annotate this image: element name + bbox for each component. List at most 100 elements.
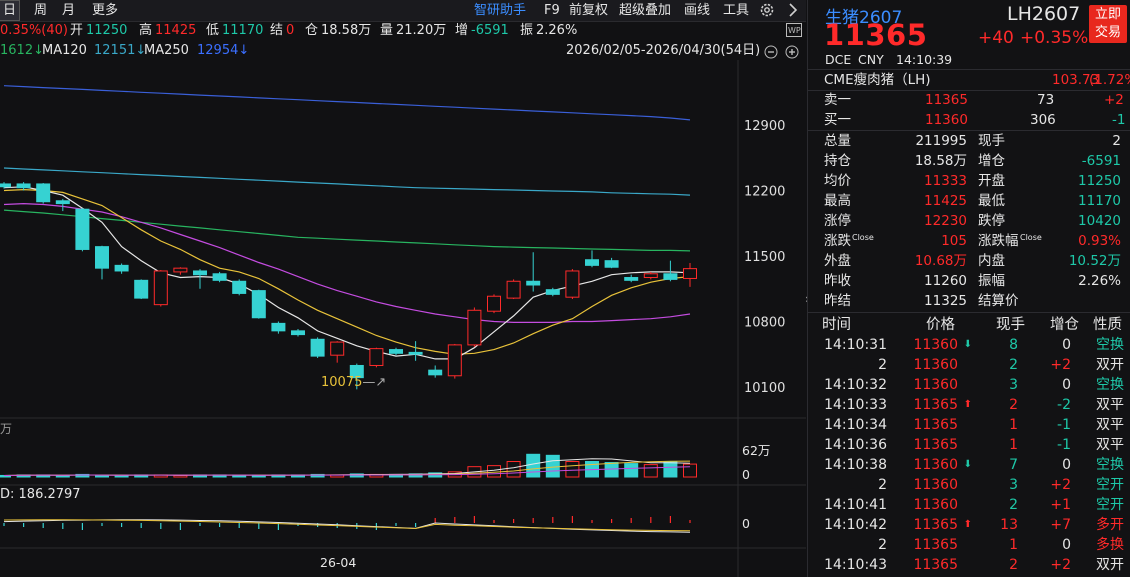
tick-volume: 2: [1009, 397, 1018, 413]
tick-row[interactable]: 14:10:34 11365 1 -1 双平: [808, 415, 1130, 435]
tick-price: 11360: [913, 377, 958, 393]
tick-row[interactable]: 2 11360 2 +2 双开: [808, 355, 1130, 375]
stats-value: 0.93%: [1078, 233, 1121, 249]
tick-time: 2: [878, 537, 887, 553]
stats-value: -6591: [1081, 153, 1121, 169]
candle-body: [134, 279, 149, 299]
tick-type: 双开: [1096, 557, 1124, 573]
stats-value: 11333: [924, 173, 967, 189]
cme-row[interactable]: CME瘦肉猪（LH) 103.73 (1.72%): [808, 70, 1130, 90]
candle-body: [114, 264, 129, 272]
change-value: 0.35%(40): [0, 23, 68, 38]
period-week-tab[interactable]: 周: [34, 3, 48, 18]
tick-row[interactable]: 2 11360 3 +2 空开: [808, 475, 1130, 495]
kline-chart[interactable]: 12900 12200 11500 10800 10100: [0, 60, 806, 577]
ma250-label: MA250: [144, 43, 189, 58]
tick-row[interactable]: 14:10:36 11365 1 -1 双平: [808, 435, 1130, 455]
stats-label: 开盘: [978, 173, 1005, 189]
candle-body: [683, 268, 697, 279]
bid-row[interactable]: 买一 11360 306 -1: [808, 110, 1130, 130]
tick-row[interactable]: 14:10:41 11360 2 +1 空开: [808, 495, 1130, 515]
candle-body: [624, 277, 639, 281]
candle-body: [310, 338, 325, 357]
tick-volume: 2: [1009, 497, 1018, 513]
tick-type: 空换: [1096, 457, 1124, 473]
collapse-icon[interactable]: [788, 3, 798, 24]
vol-tick-zero: 0: [742, 467, 750, 482]
tools-button[interactable]: 工具: [723, 3, 750, 18]
stats-row: 涨停 12230 跌停 10420: [808, 211, 1130, 231]
stats-value: 12230: [924, 213, 967, 229]
bid-change: -1: [1112, 112, 1126, 128]
ask-label: 卖一: [824, 92, 851, 108]
ask-row[interactable]: 卖一 11365 73 +2: [808, 90, 1130, 110]
tick-type: 双开: [1096, 357, 1124, 373]
ticks-header-oi: 增仓: [1050, 317, 1079, 333]
tick-price: 11360: [913, 357, 958, 373]
candle-body: [330, 341, 345, 356]
tick-volume: 13: [1000, 517, 1018, 533]
adjust-button[interactable]: 前复权: [569, 3, 609, 18]
candle-body: [271, 322, 286, 332]
svg-text:WP: WP: [788, 26, 801, 35]
tick-volume: 1: [1009, 537, 1018, 553]
stats-row: 昨收 11260 振幅 2.26%: [808, 271, 1130, 291]
tick-row[interactable]: 14:10:38 11360 ⬇ 7 0 空换: [808, 455, 1130, 475]
zoom-in-icon[interactable]: [785, 45, 799, 65]
candle-body: [467, 309, 482, 346]
tick-type: 空换: [1096, 377, 1124, 393]
f9-button[interactable]: F9: [544, 3, 560, 18]
tick-row[interactable]: 2 11365 1 0 多换: [808, 535, 1130, 555]
tick-row[interactable]: 14:10:33 11365 ⬆ 2 -2 双平: [808, 395, 1130, 415]
candle-body: [585, 259, 599, 266]
tick-row[interactable]: 14:10:32 11360 3 0 空换: [808, 375, 1130, 395]
tick-type: 空换: [1096, 337, 1124, 353]
tick-time: 2: [878, 477, 887, 493]
stats-label: 昨结: [824, 293, 851, 309]
trade-now-button[interactable]: 立即 交易: [1089, 5, 1127, 43]
candle-body: [153, 270, 168, 306]
cme-pct: (1.72%): [1089, 72, 1130, 88]
tick-row[interactable]: 14:10:43 11365 2 +2 双开: [808, 555, 1130, 575]
bid-price: 11360: [925, 112, 968, 128]
quote-time: 14:10:39: [896, 52, 953, 67]
tick-time: 14:10:32: [824, 377, 887, 393]
stats-label: 涨跌幅: [978, 233, 1019, 249]
tick-row[interactable]: 14:10:42 11365 ⬆ 13 +7 多开: [808, 515, 1130, 535]
ai-assistant-button[interactable]: 智研助手: [474, 3, 527, 18]
tick-time: 14:10:41: [824, 497, 887, 513]
wp-icon[interactable]: WP: [786, 23, 802, 43]
candle-body: [349, 364, 364, 379]
settings-icon[interactable]: [759, 2, 775, 25]
stats-label: 昨收: [824, 273, 851, 289]
inc-value: -6591: [471, 23, 509, 38]
period-day-tab[interactable]: 日: [0, 0, 21, 21]
contract-code: LH2607: [1007, 3, 1081, 25]
volume-bar: [624, 463, 639, 478]
candle-body: [95, 246, 109, 269]
vol-tick-top: 62万: [742, 443, 771, 458]
ma120-label: MA120: [42, 43, 87, 58]
tick-price: 11360: [913, 497, 958, 513]
open-label: 开: [70, 23, 84, 38]
candle-body: [173, 267, 188, 273]
stats-value: 2: [1112, 133, 1121, 149]
tick-row[interactable]: 14:10:31 11360 ⬇ 8 0 空换: [808, 335, 1130, 355]
arrow-up-icon: ⬆: [963, 399, 972, 410]
vol-ma20-line: [3, 466, 691, 476]
volume-bar: [95, 474, 109, 478]
tick-volume: 3: [1009, 377, 1018, 393]
stats-label: 最高: [824, 193, 851, 209]
volume-bar: [663, 461, 678, 478]
candle-body: [0, 183, 11, 188]
overlay-button[interactable]: 超级叠加: [619, 3, 672, 18]
zoom-out-icon[interactable]: [764, 45, 778, 65]
stats-label: 均价: [824, 173, 851, 189]
period-more-tab[interactable]: 更多: [92, 3, 119, 18]
draw-button[interactable]: 画线: [684, 3, 711, 18]
candle-body: [604, 260, 619, 268]
volume-bar: [643, 464, 658, 478]
period-month-tab[interactable]: 月: [62, 3, 76, 18]
tick-volume: 7: [1009, 457, 1018, 473]
volume-bar: [683, 463, 697, 478]
